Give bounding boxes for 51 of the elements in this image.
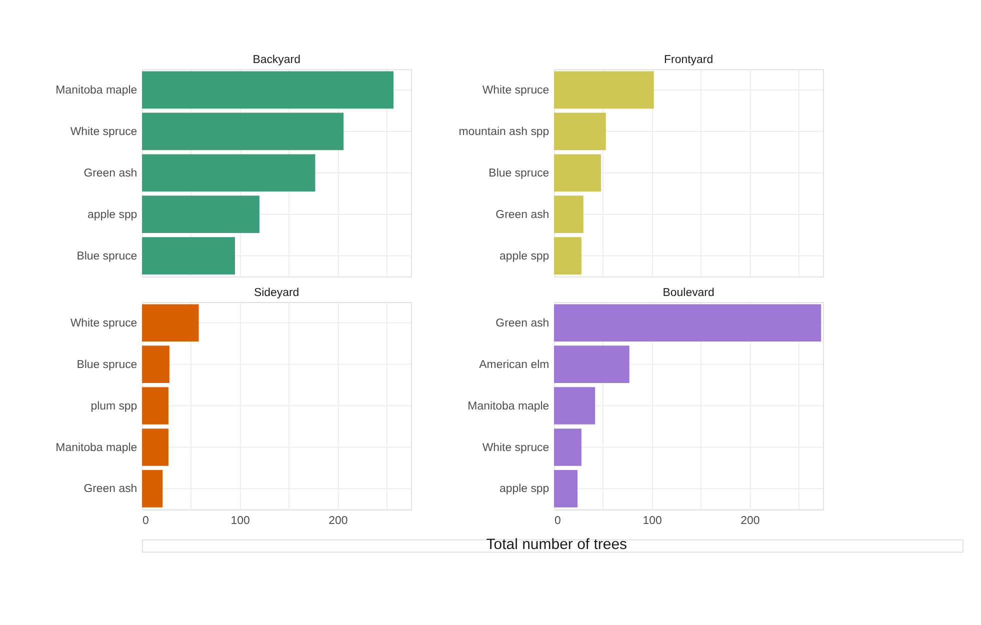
x-tick-label: 0	[142, 514, 149, 527]
y-tick-label: Manitoba maple	[56, 442, 138, 454]
y-tick-label: Manitoba maple	[56, 84, 138, 96]
y-tick-label: White spruce	[482, 84, 550, 96]
x-axis-title: Total number of trees	[486, 536, 628, 554]
bar	[554, 387, 596, 424]
x-tick-label: 100	[642, 514, 662, 527]
y-tick-label: mountain ash spp	[458, 126, 550, 138]
bar	[554, 428, 582, 466]
y-tick-label: plum spp	[90, 400, 138, 412]
bar	[142, 428, 168, 466]
bar	[142, 346, 170, 383]
chart-title: Boulevard	[662, 286, 714, 299]
y-tick-label: White spruce	[70, 317, 138, 330]
y-tick-label: Blue spruce	[76, 358, 138, 371]
y-tick-label: Green ash	[84, 167, 138, 180]
chart-title: Frontyard	[664, 54, 714, 66]
y-tick-label: White spruce	[482, 442, 550, 454]
y-tick-label: Blue spruce	[76, 250, 138, 262]
x-tick-label: 100	[230, 514, 250, 527]
bar	[142, 304, 199, 342]
bar	[554, 346, 630, 383]
bar	[554, 237, 582, 274]
bar	[554, 304, 822, 342]
chart-title: Sideyard	[254, 286, 300, 299]
y-tick-label: Green ash	[84, 483, 138, 496]
y-tick-label: Green ash	[496, 317, 550, 330]
chart-title: Backyard	[252, 54, 300, 66]
bar	[554, 112, 606, 150]
bar	[554, 470, 578, 508]
bar	[554, 154, 601, 192]
y-tick-label: Blue spruce	[488, 167, 550, 180]
y-tick-label: American elm	[479, 358, 550, 371]
x-tick-label: 0	[554, 514, 561, 527]
y-tick-label: Green ash	[496, 208, 550, 221]
y-tick-label: White spruce	[70, 126, 138, 138]
bar	[142, 470, 163, 508]
y-tick-label: apple spp	[499, 250, 550, 262]
y-tick-label: apple spp	[499, 483, 550, 496]
bar	[142, 71, 394, 109]
x-tick-label: 200	[328, 514, 348, 527]
bar	[142, 237, 235, 274]
x-tick-label: 200	[740, 514, 760, 527]
bar	[142, 196, 260, 233]
y-tick-label: apple spp	[88, 208, 138, 221]
bar	[142, 387, 168, 424]
bar	[142, 154, 316, 192]
bar	[554, 196, 584, 233]
y-tick-label: Manitoba maple	[468, 400, 550, 412]
bar	[142, 112, 344, 150]
bar	[554, 71, 654, 109]
